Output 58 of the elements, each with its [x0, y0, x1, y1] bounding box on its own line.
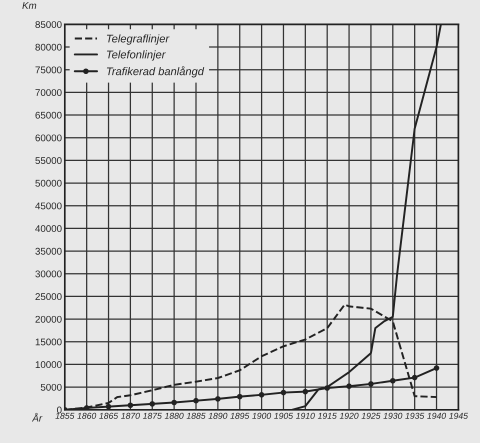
legend-label: Telefonlinjer — [106, 50, 166, 61]
y-tick-label: 80000 — [35, 44, 62, 51]
y-tick-label: 85000 — [35, 21, 62, 28]
point — [128, 402, 134, 408]
y-tick-label: 45000 — [35, 202, 62, 210]
x-tick-label: 1885 — [186, 412, 206, 419]
y-tick-label: 40000 — [35, 225, 62, 232]
point — [302, 388, 308, 394]
x-tick-label: 1865 — [99, 412, 118, 419]
point — [215, 396, 221, 402]
x-tick-label: 1940 — [427, 412, 446, 419]
y-tick-label: 50000 — [35, 180, 62, 187]
y-tick-label: 25000 — [35, 293, 62, 300]
x-tick-label: 1915 — [318, 412, 337, 419]
y-axis-title: Km — [22, 2, 36, 9]
x-tick-label: 1905 — [274, 412, 294, 419]
x-tick-label: 1925 — [362, 412, 381, 419]
x-tick-label: 1935 — [405, 412, 424, 419]
x-tick-label: 1870 — [121, 412, 140, 419]
y-tick-label: 65000 — [35, 112, 62, 119]
point — [368, 381, 374, 387]
point — [346, 383, 352, 389]
y-tick-label: 60000 — [35, 134, 62, 142]
point — [434, 365, 440, 371]
x-tick-label: 1900 — [252, 412, 272, 419]
y-tick-label: 70000 — [35, 89, 62, 96]
y-tick-label: 35000 — [35, 248, 62, 255]
x-tick-label: 1875 — [142, 412, 162, 419]
y-tick-label: 15000 — [36, 338, 62, 346]
x-tick-label: 1880 — [164, 412, 184, 419]
x-tick-label: 1895 — [230, 412, 250, 419]
legend-label: Telegraflinjer — [106, 34, 170, 45]
point — [193, 398, 199, 404]
x-tick-label: 1910 — [296, 412, 315, 419]
point — [106, 404, 112, 410]
point — [324, 385, 330, 391]
y-tick-label: 10000 — [36, 361, 62, 368]
point — [390, 378, 396, 384]
x-tick-label: 1890 — [208, 412, 228, 419]
y-tick-label: 55000 — [35, 157, 62, 164]
y-tick-label: 0 — [56, 406, 62, 414]
x-tick-label: 1945 — [449, 412, 468, 419]
point — [280, 390, 286, 396]
y-tick-label: 30000 — [35, 270, 62, 278]
y-tick-label: 75000 — [35, 66, 62, 74]
y-tick-label: 20000 — [35, 316, 62, 323]
point — [149, 401, 156, 407]
x-tick-label: 1920 — [340, 412, 359, 419]
point — [258, 392, 264, 398]
point — [412, 374, 418, 380]
x-tick-label: 1930 — [383, 412, 402, 419]
y-tick-label: 5000 — [40, 384, 62, 391]
point — [171, 400, 177, 406]
x-axis-title: År — [32, 412, 42, 422]
x-tick-label: 1860 — [77, 412, 96, 419]
point — [236, 394, 243, 400]
legend-label: Trafikerad banlångd — [106, 66, 204, 78]
x-tick-label: 1855 — [55, 412, 74, 419]
